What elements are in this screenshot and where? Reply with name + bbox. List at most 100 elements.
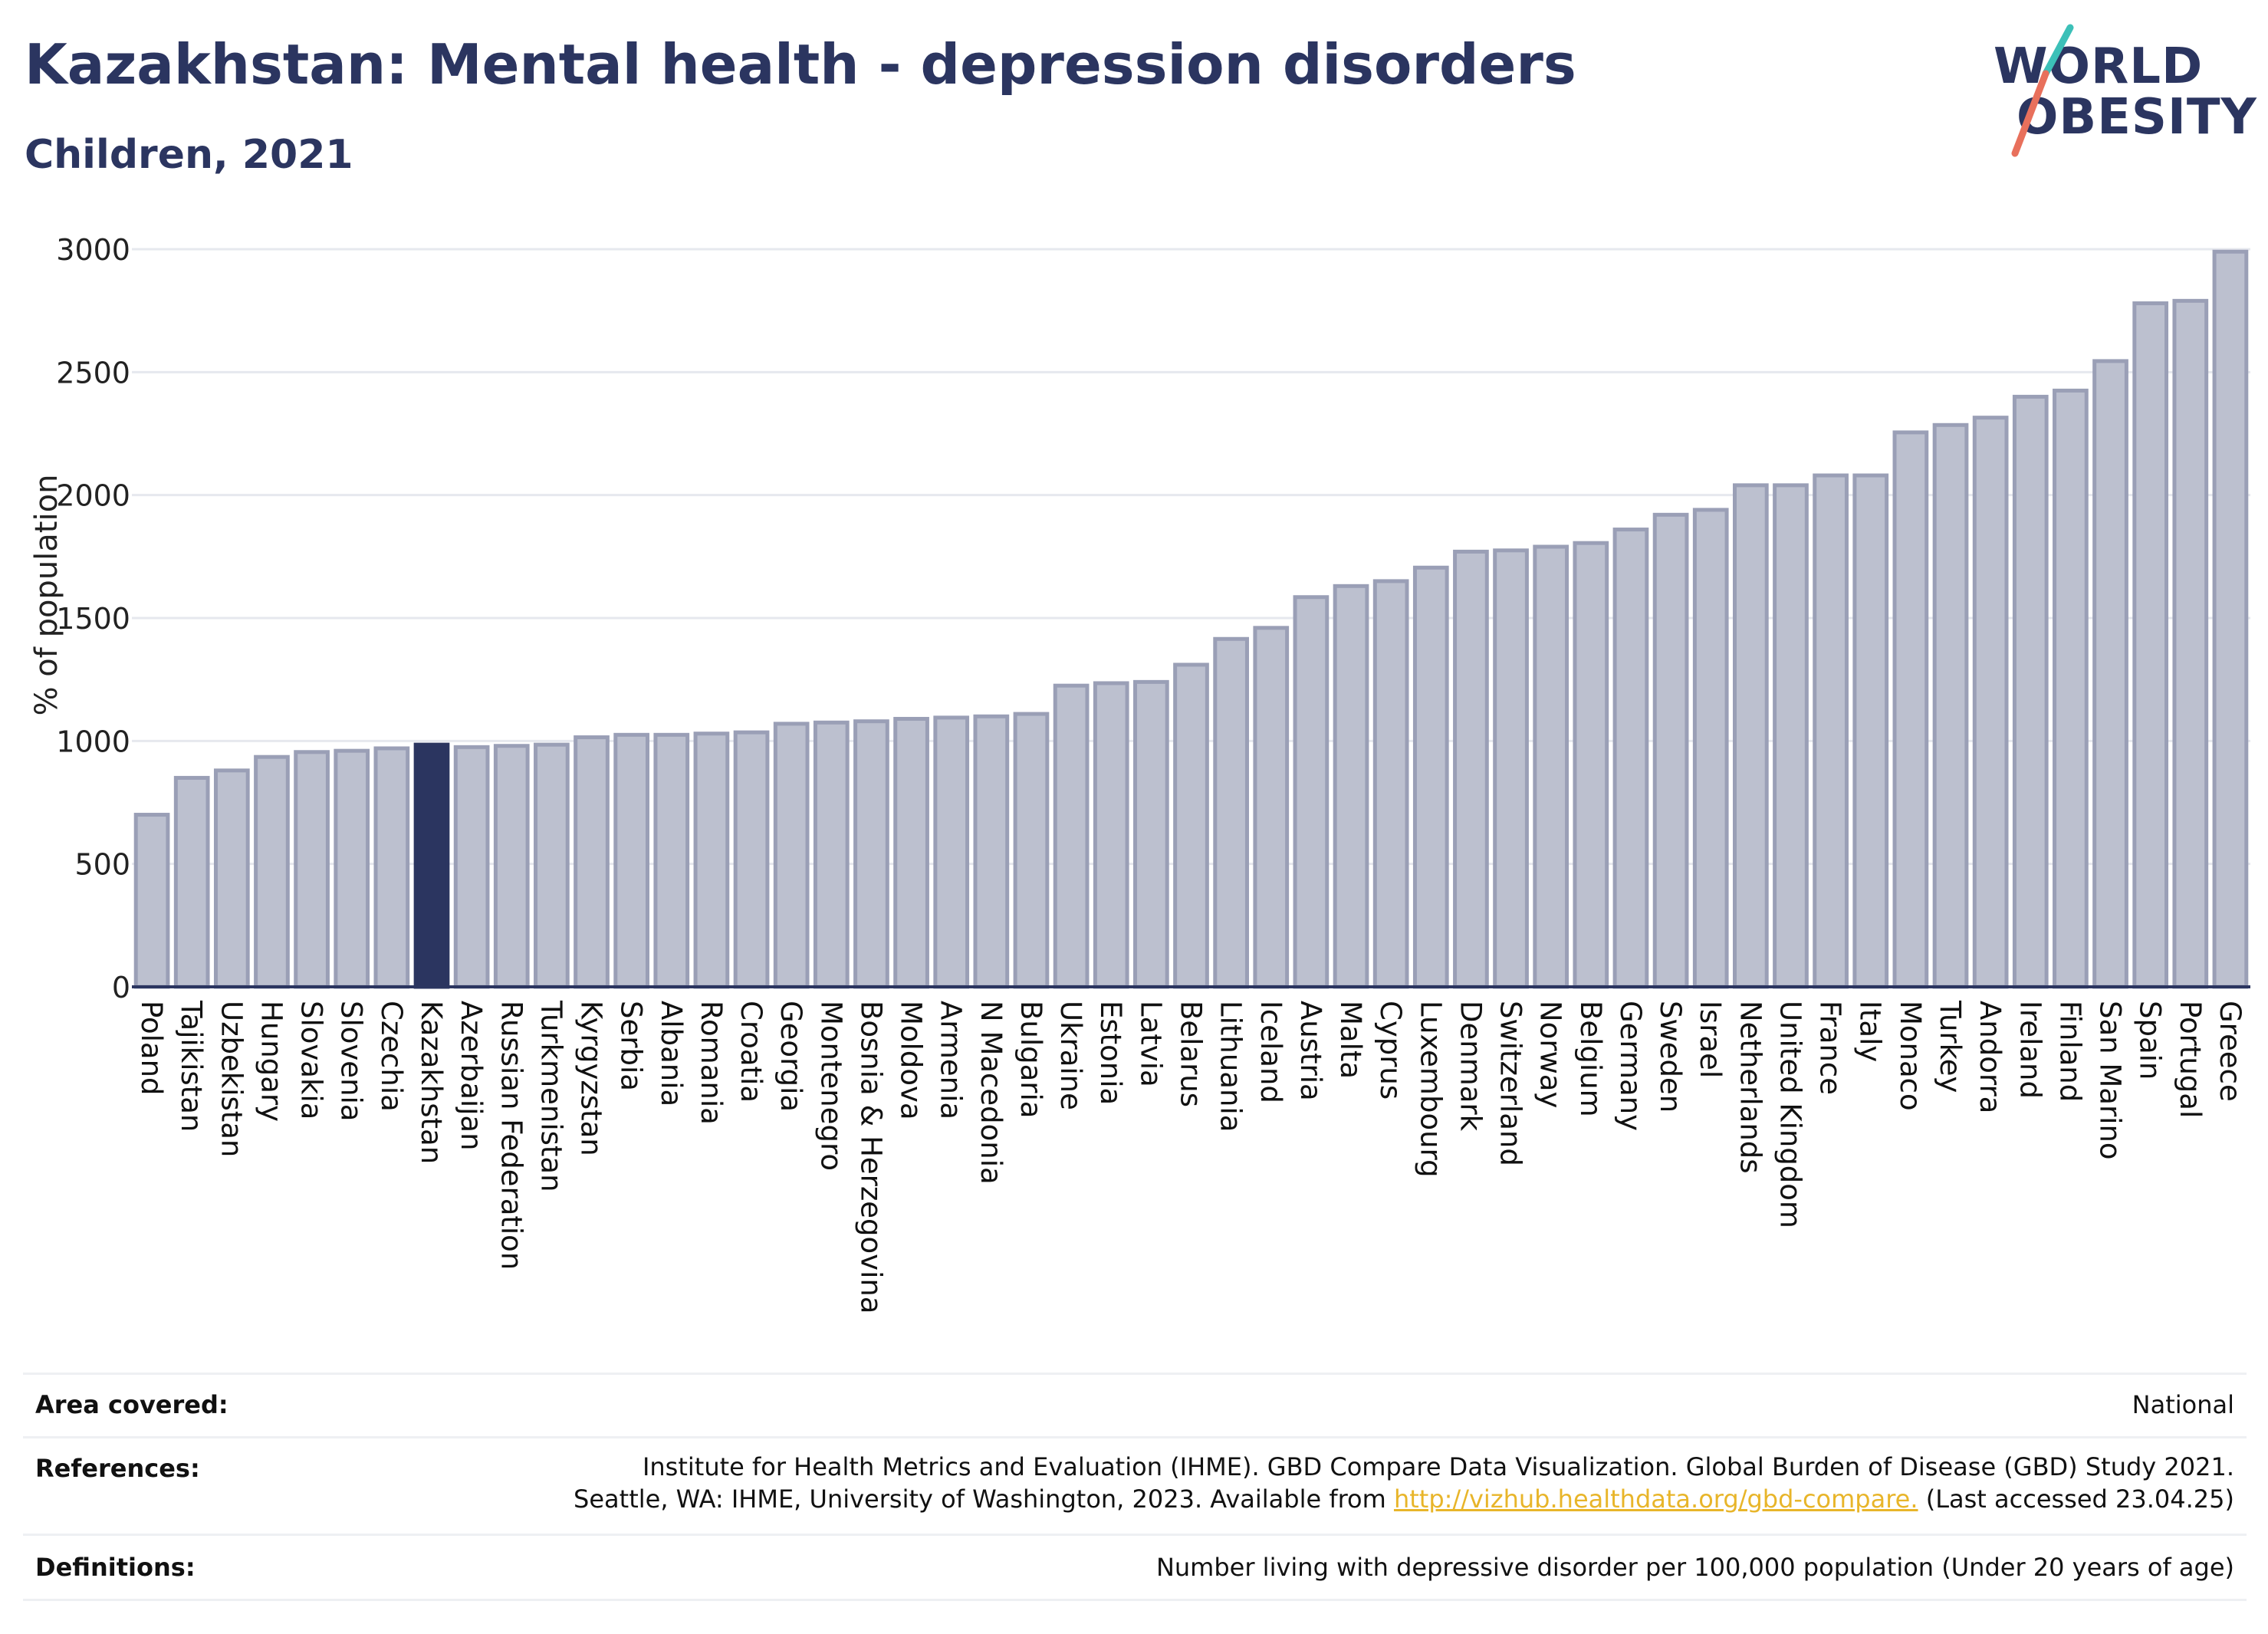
x-tick-label: Poland [135,1001,168,1096]
x-tick-label: Portugal [2174,1001,2207,1118]
x-tick-label: Switzerland [1494,1001,1527,1166]
logo-slash-icon [2011,24,2074,157]
x-tick-label: Monaco [1894,1001,1927,1111]
x-tick-label: Slovenia [335,1001,368,1121]
bar-russian-federation [493,744,530,989]
bar-croatia [733,730,770,989]
bar-tajikistan [173,775,210,989]
bar-greece [2212,249,2249,989]
x-tick-label: Spain [2134,1001,2167,1080]
bar-monaco [1892,430,1929,989]
bar-finland [2053,388,2089,989]
references-value: Institute for Health Metrics and Evaluat… [574,1451,2234,1515]
bar-poland [133,813,170,989]
x-tick-label: Ukraine [1054,1001,1087,1110]
x-tick-label: Uzbekistan [215,1001,248,1157]
x-tick-label: Finland [2053,1001,2086,1102]
x-tick-label: San Marino [2094,1001,2127,1160]
x-tick-label: Bosnia & Herzegovina [854,1001,887,1313]
x-tick-label: Greece [2214,1001,2247,1102]
x-tick-label: N Macedonia [975,1001,1007,1185]
logo-text-line2: OBESITY [2017,89,2257,146]
bar-hungary [254,755,290,989]
references-line2: Seattle, WA: IHME, University of Washing… [574,1483,2234,1515]
x-tick-label: Sweden [1654,1001,1687,1113]
bar-portugal [2172,298,2209,989]
x-tick-label: Andorra [1974,1001,2007,1113]
bar-albania [653,732,690,989]
x-tick-label: Denmark [1454,1001,1487,1132]
x-tick-label: Italy [1854,1001,1887,1062]
bar-estonia [1093,681,1129,989]
references-line2-suffix: (Last accessed 23.04.25) [1918,1484,2234,1514]
x-tick-label: Serbia [615,1001,648,1091]
x-tick-label: Montenegro [814,1001,847,1171]
y-axis-label: % of population [29,475,64,716]
x-tick-label: Bulgaria [1014,1001,1047,1118]
logo-text-line1: WORLD [1994,38,2204,95]
x-tick-label: Romania [695,1001,728,1125]
x-tick-label: Austria [1294,1001,1327,1101]
x-tick-label: Croatia [735,1001,768,1103]
x-tick-label: Azerbaijan [455,1001,488,1151]
x-tick-label: Russian Federation [495,1001,528,1270]
bar-turkmenistan [534,742,570,989]
references-link[interactable]: http://vizhub.healthdata.org/gbd-compare… [1393,1484,1918,1514]
bar-israel [1692,508,1729,989]
bar-serbia [613,732,650,989]
x-tick-label: Latvia [1134,1001,1167,1087]
bar-denmark [1453,549,1489,989]
bar-latvia [1133,679,1169,989]
bar-moldova [893,716,929,989]
bar-lithuania [1213,636,1249,989]
chart-footer: Area covered: National References: Insti… [23,1373,2247,1601]
x-tick-label: Kazakhstan [415,1001,448,1164]
x-tick-label: Slovakia [295,1001,328,1119]
bar-sweden [1652,512,1689,989]
y-tick-label: 1000 [56,725,130,758]
definitions-label: Definitions: [35,1553,196,1582]
x-tick-label: Tajikistan [175,1000,208,1132]
x-tick-label: Turkmenistan [534,1000,567,1192]
x-tick-label: Albania [655,1001,688,1106]
x-tick-label: Ireland [2013,1001,2046,1099]
bar-chart: 0 500 1000 1500 2000 2500 3000 % of population P… [29,233,2250,1313]
bar-iceland [1253,626,1290,989]
x-tick-label: Turkey [1934,1000,1967,1093]
bar-germany [1612,528,1649,989]
bar-slovenia [334,748,370,989]
bar-belarus [1173,662,1209,989]
bar-armenia [933,715,970,989]
x-tick-label: Germany [1614,1001,1647,1131]
area-covered-label: Area covered: [35,1390,228,1419]
bar-ukraine [1053,683,1090,989]
bar-belgium [1573,541,1609,989]
bar-montenegro [813,720,850,989]
bar-azerbaijan [453,745,490,989]
bar-luxembourg [1412,565,1449,989]
x-tick-label: Norway [1534,1001,1567,1108]
bar-uzbekistan [213,768,250,989]
bar-cyprus [1372,579,1409,989]
y-tick-label: 2500 [56,356,130,390]
bar-n-macedonia [973,714,1010,989]
references-label: References: [35,1454,200,1483]
bar-malta [1333,584,1369,989]
x-tick-label: Estonia [1094,1001,1127,1105]
chart-subtitle: Children, 2021 [25,132,353,178]
footer-row-references: References: Institute for Health Metrics… [23,1436,2247,1534]
bar-bulgaria [1013,712,1050,989]
bar-georgia [773,722,810,989]
bar-andorra [1972,416,2009,989]
x-tick-label: Moldova [895,1001,928,1120]
bar-norway [1533,544,1570,989]
x-tick-label: Cyprus [1374,1001,1407,1100]
bar-slovakia [294,750,330,989]
world-obesity-logo: WORLD OBESITY [1994,23,2257,161]
references-line2-prefix: Seattle, WA: IHME, University of Washing… [574,1484,1394,1514]
bar-romania [693,732,730,989]
x-tick-label: Kyrgyzstan [575,1001,608,1156]
bar-czechia [373,746,410,989]
bar-san-marino [2092,359,2128,989]
references-line1: Institute for Health Metrics and Evaluat… [642,1452,2234,1481]
